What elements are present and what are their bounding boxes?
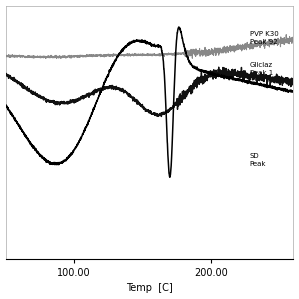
Text: SD
Peak: SD Peak: [250, 153, 266, 167]
Text: PVP K30
Peak 92: PVP K30 Peak 92: [250, 31, 278, 45]
X-axis label: Temp  [C]: Temp [C]: [126, 283, 173, 293]
Text: Gliclaz
Peak 1: Gliclaz Peak 1: [250, 62, 273, 76]
